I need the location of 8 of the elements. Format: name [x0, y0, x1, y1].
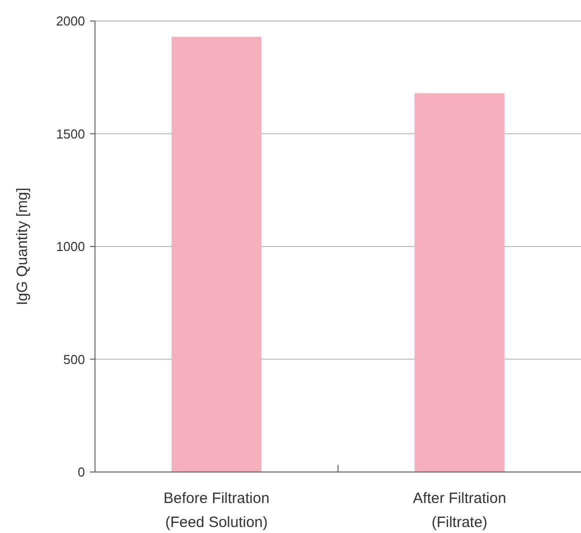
y-axis-title: IgG Quantity [mg]	[14, 188, 31, 306]
x-tick-label: Before Filtration (Feed Solution)	[164, 490, 270, 531]
y-tick-label: 500	[63, 352, 85, 367]
y-tick-label: 1500	[56, 126, 85, 142]
y-tick-label: 1000	[56, 239, 85, 254]
y-tick-label: 0	[78, 464, 85, 480]
y-tick-label: 2000	[56, 14, 85, 29]
x-tick-label: After Filtration (Filtrate)	[412, 490, 506, 531]
